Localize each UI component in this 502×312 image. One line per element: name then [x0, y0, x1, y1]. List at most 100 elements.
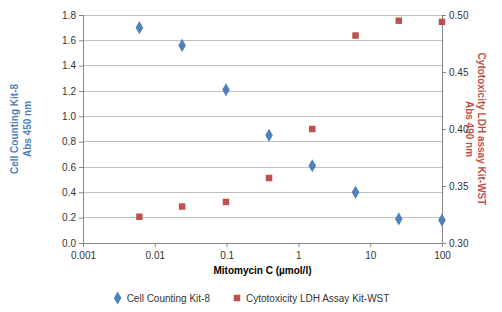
tick: 0.45	[442, 67, 469, 78]
x-axis-title: Mitomycin C (µmol/l)	[214, 265, 312, 276]
tick: 0.30	[442, 238, 469, 249]
tick-mark	[442, 72, 446, 73]
grid-line	[83, 141, 442, 142]
x-axis: 0.001 0.01 0.1 1 10 100	[71, 243, 451, 261]
tick-label: 0.45	[449, 67, 469, 78]
tick-label: 0.8	[62, 136, 76, 147]
point	[396, 17, 402, 23]
tick-mark	[79, 192, 83, 193]
tick-mark	[79, 142, 83, 143]
tick-label: 0.6	[62, 162, 76, 173]
point	[179, 203, 185, 209]
tick-label: 0.0	[62, 238, 76, 249]
tick-mark	[79, 40, 83, 41]
tick-mark	[79, 91, 83, 92]
point	[223, 199, 229, 205]
tick-label: 1.2	[62, 86, 76, 97]
tick-mark	[227, 243, 228, 247]
legend-symbol	[234, 295, 240, 301]
tick-mark	[79, 243, 83, 244]
tick-mark	[155, 243, 156, 247]
series	[136, 21, 446, 227]
tick-mark	[79, 167, 83, 168]
tick-mark	[370, 243, 371, 247]
point	[352, 32, 358, 38]
axis-line	[443, 16, 447, 244]
tick-label: 1.4	[62, 60, 76, 71]
tick-label: 100	[434, 250, 451, 261]
tick-mark	[79, 116, 83, 117]
tick: 1.0	[62, 111, 83, 122]
point	[178, 39, 186, 52]
grid-line	[83, 40, 442, 41]
tick: 1	[296, 243, 302, 261]
marks	[136, 17, 446, 226]
grid	[83, 15, 442, 243]
tick-mark	[79, 218, 83, 219]
tick-mark	[442, 186, 446, 187]
tick-mark	[442, 15, 446, 16]
tick: 0.50	[442, 10, 469, 21]
point	[265, 129, 273, 142]
tick-label: 1.8	[62, 10, 76, 21]
point	[266, 175, 272, 181]
plot: 0.001 0.01 0.1 1 10 100 0.0 0.2 0.4 0.6 0.8 1.0 1.2 1…	[62, 10, 469, 261]
grid-line	[83, 167, 442, 168]
axis-line	[84, 244, 443, 248]
point	[438, 214, 446, 227]
tick-label: 0.4	[62, 187, 76, 198]
series	[136, 17, 445, 220]
point	[222, 83, 230, 96]
tick-mark	[79, 15, 83, 16]
point	[309, 126, 315, 132]
tick-label: 10	[365, 250, 377, 261]
tick-mark	[298, 243, 299, 247]
grid-line	[83, 91, 442, 92]
tick-mark	[442, 129, 446, 130]
axis-line	[79, 16, 84, 244]
legend-label: Cell Counting Kit-8	[127, 293, 211, 304]
tick-label: 0.50	[449, 10, 469, 21]
point	[308, 159, 316, 172]
tick-label: 1	[296, 250, 302, 261]
point	[395, 212, 403, 225]
tick-label: 1.6	[62, 35, 76, 46]
tick: 1.2	[62, 86, 83, 97]
point	[352, 186, 360, 199]
tick-mark	[79, 66, 83, 67]
point	[136, 21, 144, 34]
legend: Cell Counting Kit-8 Cytotoxicity LDH Assa…	[114, 291, 390, 304]
tick: 1.8	[62, 10, 83, 21]
y-axis: 0.0 0.2 0.4 0.6 0.8 1.0 1.2 1.4 1.6 1.8	[62, 10, 83, 249]
tick: 0.6	[62, 162, 83, 173]
tick-label: 0.2	[62, 212, 76, 223]
tick: 0.4	[62, 187, 83, 198]
y2-axis-title: Cytotoxicity LDH assay Kit-WSTAbs 490 nm	[464, 53, 488, 206]
tick: 0.0	[62, 238, 83, 249]
tick: 0.35	[442, 181, 469, 192]
tick: 1.4	[62, 60, 83, 71]
tick-label: 0.01	[146, 250, 166, 261]
point	[136, 214, 142, 220]
legend-item: Cell Counting Kit-8	[114, 291, 211, 304]
tick-label: 1.0	[62, 111, 76, 122]
tick-label: 0.30	[449, 238, 469, 249]
grid-line	[83, 15, 442, 16]
grid-line	[83, 65, 442, 66]
tick: 10	[365, 243, 377, 261]
grid-line	[83, 192, 442, 193]
tick: 0.1	[220, 243, 234, 261]
tick-label: 0.001	[71, 250, 96, 261]
tick: 0.8	[62, 136, 83, 147]
tick-label: 0.1	[220, 250, 234, 261]
tick: 1.6	[62, 35, 83, 46]
y-axis-title: Cell Counting Kit-8Abs 450 nm	[9, 84, 33, 174]
legend-item: Cytotoxicity LDH Assay Kit-WST	[234, 293, 390, 304]
chart: 0.001 0.01 0.1 1 10 100 0.0 0.2 0.4 0.6 0.8 1.0 1.2 1…	[0, 0, 502, 312]
grid-line	[83, 116, 442, 117]
tick-mark	[442, 243, 446, 244]
tick: 0.2	[62, 212, 83, 223]
tick: 0.01	[146, 243, 166, 261]
legend-label: Cytotoxicity LDH Assay Kit-WST	[246, 293, 389, 304]
point	[439, 19, 445, 25]
